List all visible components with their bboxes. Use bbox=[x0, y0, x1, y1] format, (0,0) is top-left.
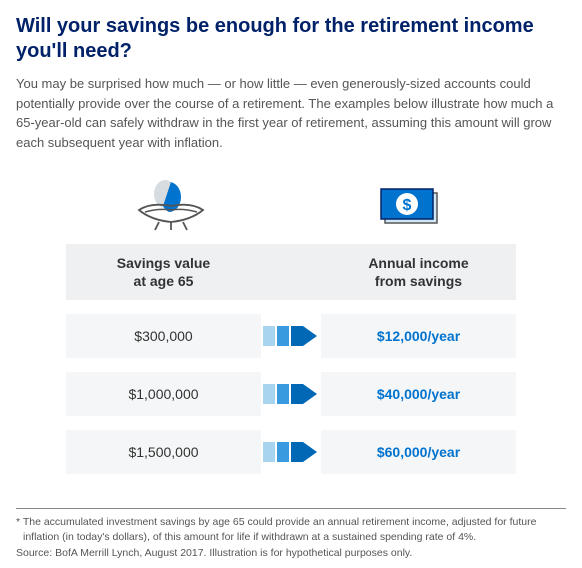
savings-value: $1,500,000 bbox=[66, 430, 261, 474]
nest-egg-icon bbox=[131, 172, 211, 232]
headline: Will your savings be enough for the reti… bbox=[16, 14, 566, 64]
divider bbox=[16, 508, 566, 509]
arrow-icon bbox=[261, 372, 321, 416]
savings-value: $1,000,000 bbox=[66, 372, 261, 416]
money-icon: $ bbox=[371, 172, 451, 232]
table-row: $1,000,000 $40,000/year bbox=[66, 372, 516, 416]
intro-text: You may be surprised how much — or how l… bbox=[16, 74, 566, 152]
footnote: * The accumulated investment savings by … bbox=[0, 515, 582, 543]
savings-value: $300,000 bbox=[66, 314, 261, 358]
icon-row: $ bbox=[16, 172, 566, 232]
comparison-table: Savings valueat age 65 Annual incomefrom… bbox=[66, 244, 516, 474]
arrow-icon bbox=[261, 430, 321, 474]
table-row: $300,000 $12,000/year bbox=[66, 314, 516, 358]
income-value: $40,000/year bbox=[321, 372, 516, 416]
savings-header: Savings valueat age 65 bbox=[66, 254, 261, 290]
table-row: $1,500,000 $60,000/year bbox=[66, 430, 516, 474]
income-header: Annual incomefrom savings bbox=[321, 254, 516, 290]
income-value: $60,000/year bbox=[321, 430, 516, 474]
arrow-icon bbox=[261, 314, 321, 358]
table-header-row: Savings valueat age 65 Annual incomefrom… bbox=[66, 244, 516, 300]
income-value: $12,000/year bbox=[321, 314, 516, 358]
svg-text:$: $ bbox=[403, 197, 412, 214]
